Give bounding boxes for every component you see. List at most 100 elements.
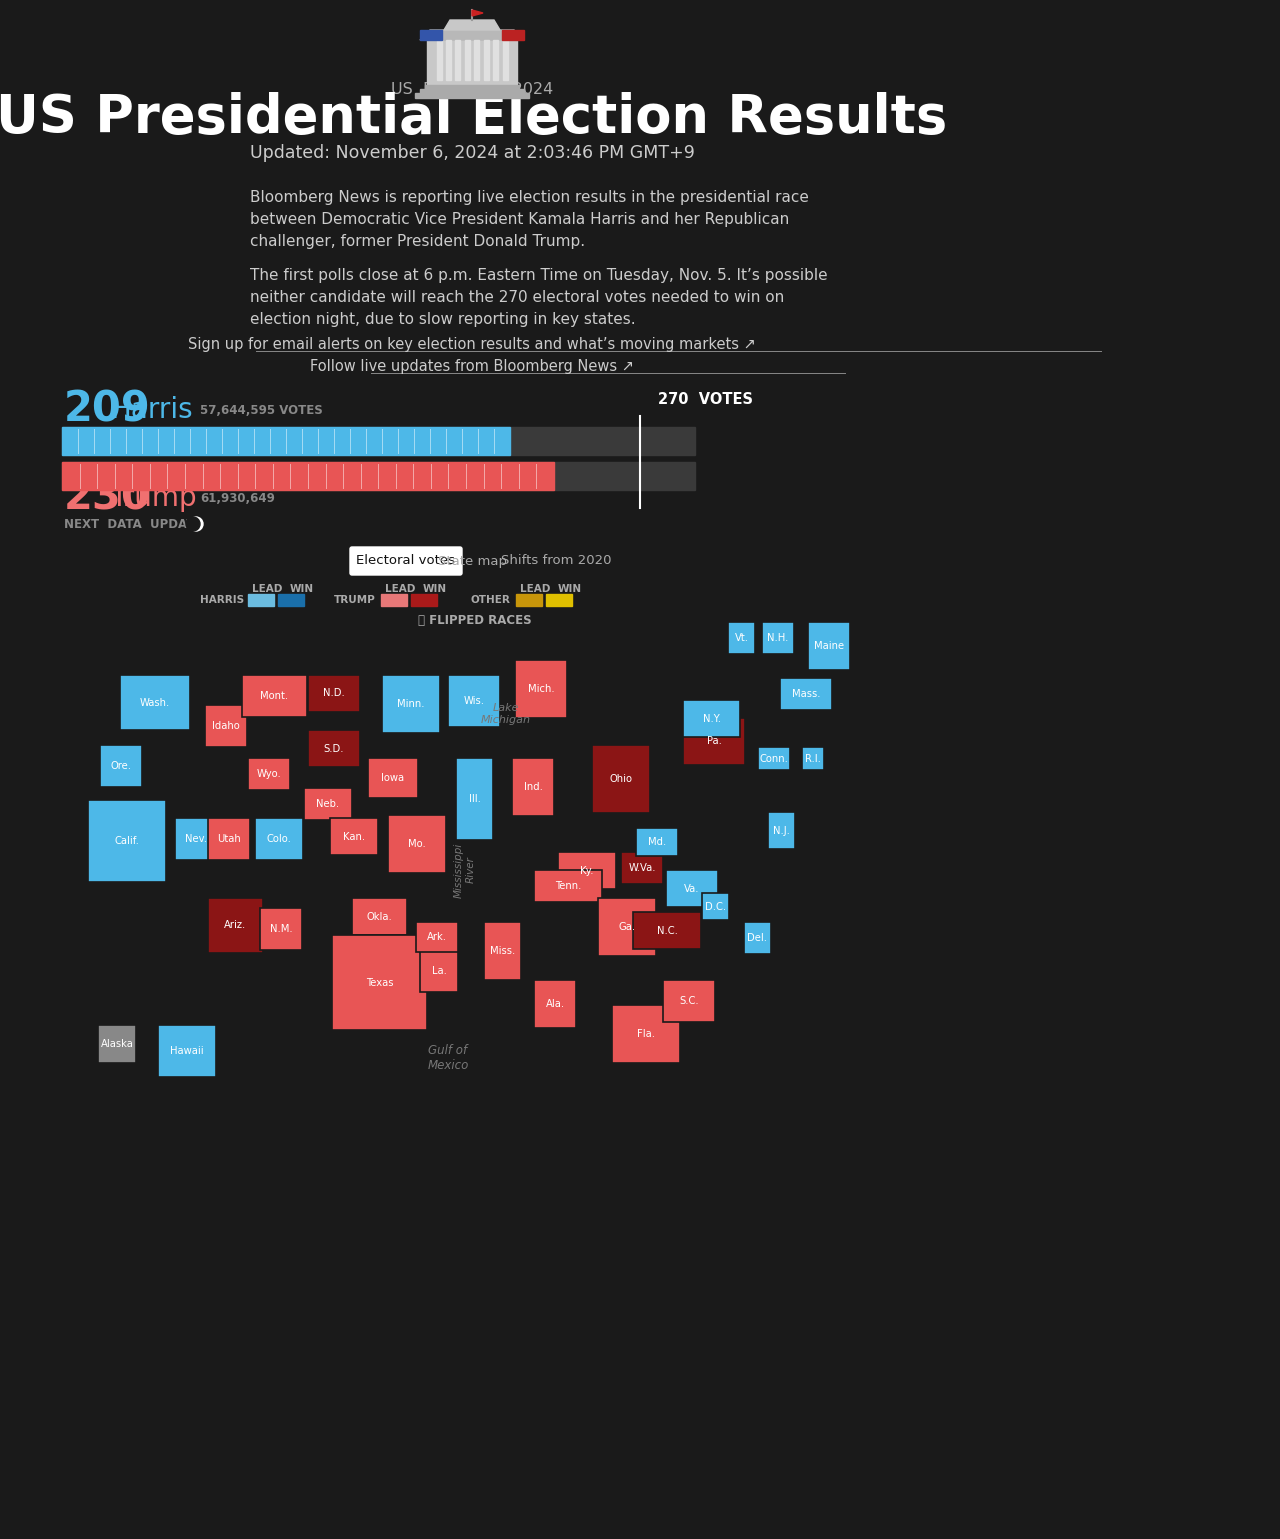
Bar <box>260 908 302 950</box>
Bar <box>175 819 218 860</box>
Bar <box>456 759 493 840</box>
Text: 209: 209 <box>64 389 151 431</box>
Bar <box>547 594 572 606</box>
Bar <box>445 40 451 80</box>
Bar <box>207 819 250 860</box>
Bar <box>436 40 442 80</box>
Text: Lake
Michigan: Lake Michigan <box>481 703 531 725</box>
Bar <box>808 622 850 669</box>
Bar <box>157 1025 216 1077</box>
Bar <box>512 759 554 816</box>
Text: R.I.: R.I. <box>805 754 820 763</box>
Text: D.C.: D.C. <box>705 902 726 911</box>
Bar <box>388 816 445 873</box>
Bar <box>701 893 730 920</box>
Bar <box>332 936 428 1030</box>
Bar <box>591 745 650 813</box>
Bar <box>205 705 247 746</box>
Text: Sign up for email alerts on key election results and what’s moving markets ↗: Sign up for email alerts on key election… <box>188 337 756 351</box>
Bar <box>61 462 554 489</box>
Bar <box>636 828 678 856</box>
Bar <box>634 913 701 950</box>
Text: TRUMP: TRUMP <box>334 596 376 605</box>
Text: Mont.: Mont. <box>260 691 288 700</box>
Polygon shape <box>472 9 483 15</box>
Bar <box>100 745 142 786</box>
Text: Utah: Utah <box>218 834 241 843</box>
Text: Md.: Md. <box>648 837 666 846</box>
Bar <box>456 40 461 80</box>
Text: 270  VOTES: 270 VOTES <box>658 392 753 408</box>
Bar <box>744 922 771 954</box>
Text: Ill.: Ill. <box>468 794 480 803</box>
Text: US  ELECTION  2024: US ELECTION 2024 <box>390 83 553 97</box>
Bar <box>666 870 718 906</box>
Bar <box>411 594 436 606</box>
Bar <box>534 870 602 902</box>
Bar <box>598 897 657 956</box>
Bar <box>684 719 745 765</box>
FancyBboxPatch shape <box>349 546 462 576</box>
Bar <box>780 679 832 709</box>
Text: La.: La. <box>431 966 447 976</box>
Text: LEAD: LEAD <box>520 583 550 594</box>
Text: LEAD: LEAD <box>385 583 415 594</box>
Text: Hawaii: Hawaii <box>170 1047 204 1056</box>
Bar <box>61 426 695 456</box>
Text: Updated: November 6, 2024 at 2:03:46 PM GMT+9: Updated: November 6, 2024 at 2:03:46 PM … <box>250 145 695 162</box>
Text: Conn.: Conn. <box>759 754 788 763</box>
Text: N.J.: N.J. <box>773 825 790 836</box>
Bar <box>425 85 518 89</box>
Polygon shape <box>420 29 524 40</box>
Bar <box>305 788 352 820</box>
Bar <box>663 980 716 1022</box>
Text: Ariz.: Ariz. <box>224 920 247 931</box>
Bar <box>515 660 567 719</box>
Bar <box>248 594 274 606</box>
Bar <box>420 950 458 993</box>
Text: The first polls close at 6 p.m. Eastern Time on Tuesday, Nov. 5. It’s possible
n: The first polls close at 6 p.m. Eastern … <box>250 268 828 328</box>
Text: Gulf of
Mexico: Gulf of Mexico <box>428 1043 468 1073</box>
Bar <box>428 40 517 85</box>
Bar <box>448 676 500 726</box>
Bar <box>61 426 509 456</box>
Text: Wash.: Wash. <box>140 697 170 708</box>
Text: Mich.: Mich. <box>527 683 554 694</box>
Text: Va.: Va. <box>685 883 700 894</box>
Text: Ohio: Ohio <box>609 774 632 783</box>
Bar <box>381 594 407 606</box>
Text: Harris: Harris <box>110 396 192 425</box>
Text: S.D.: S.D. <box>324 743 344 754</box>
Bar <box>420 89 524 94</box>
Text: Idaho: Idaho <box>212 720 239 731</box>
Text: Mississippi
River: Mississippi River <box>454 842 476 897</box>
Bar <box>768 813 795 850</box>
Bar <box>415 92 529 98</box>
Text: WIN: WIN <box>422 583 447 594</box>
Bar <box>516 594 541 606</box>
Bar <box>493 40 498 80</box>
Circle shape <box>186 517 200 531</box>
Text: Pa.: Pa. <box>707 737 722 746</box>
Text: Trump: Trump <box>110 483 197 512</box>
Text: NEXT  DATA  UPDATE: NEXT DATA UPDATE <box>64 517 202 531</box>
Text: Tenn.: Tenn. <box>554 880 581 891</box>
Text: Bloomberg News is reporting live election results in the presidential race
betwe: Bloomberg News is reporting live electio… <box>250 189 809 249</box>
Text: Minn.: Minn. <box>397 699 425 709</box>
Text: W.Va.: W.Va. <box>628 863 655 873</box>
Text: US Presidential Election Results: US Presidential Election Results <box>0 92 947 145</box>
Bar <box>803 746 824 770</box>
Text: Ark.: Ark. <box>428 933 447 942</box>
Bar <box>120 676 189 729</box>
Text: Ga.: Ga. <box>618 922 636 933</box>
Bar <box>248 759 291 790</box>
Bar <box>728 622 755 654</box>
Text: WIN: WIN <box>558 583 582 594</box>
Text: Wis.: Wis. <box>463 696 485 706</box>
Text: WIN: WIN <box>291 583 314 594</box>
Bar <box>465 40 470 80</box>
Text: S.C.: S.C. <box>680 996 699 1007</box>
Bar <box>88 800 166 882</box>
Text: Miss.: Miss. <box>490 946 515 956</box>
Bar <box>61 462 695 489</box>
